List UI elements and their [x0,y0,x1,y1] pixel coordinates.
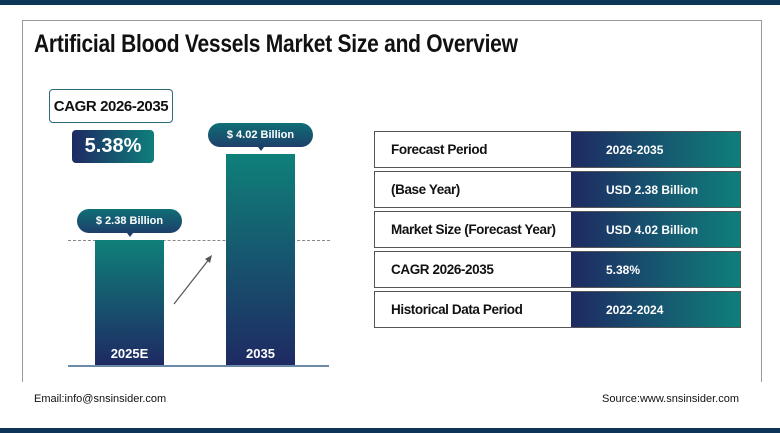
chart-baseline [68,365,329,367]
table-row: CAGR 2026-2035 5.38% [374,251,741,288]
cagr-value: 5.38% [72,130,154,163]
growth-arrow-icon [173,255,212,305]
x-tick-label: 2025E [110,346,149,361]
row-value: USD 2.38 Billion [571,172,740,207]
bar-2025E: 2025E [95,240,164,365]
data-label: $ 2.38 Billion [77,209,182,237]
x-tick-label: 2035 [246,345,275,361]
row-label: CAGR 2026-2035 [375,252,571,287]
data-label: $ 4.02 Billion [208,122,313,151]
cagr-label: CAGR 2026-2035 [49,89,173,123]
table-row: Forecast Period 2026-2035 [374,131,741,168]
footer-source: Source:www.snsinsider.com [602,393,739,405]
top-band [0,0,780,5]
row-value: USD 4.02 Billion [571,212,740,247]
row-value: 5.38% [571,252,740,287]
table-row: (Base Year) USD 2.38 Billion [374,171,741,208]
footer-email: Email:info@snsinsider.com [34,393,167,405]
row-label: (Base Year) [375,172,571,207]
bottom-band [0,428,780,433]
row-value: 2022-2024 [571,292,740,327]
reference-dashed-line [68,240,330,241]
row-label: Forecast Period [375,132,571,167]
page-title: Artificial Blood Vessels Market Size and… [34,30,518,58]
content-frame [22,20,762,382]
row-label: Market Size (Forecast Year) [375,212,571,247]
table-row: Market Size (Forecast Year) USD 4.02 Bill… [374,211,741,248]
row-label: Historical Data Period [375,292,571,327]
table-row: Historical Data Period 2022-2024 [374,291,741,328]
bar-2035: 2035 [226,153,295,365]
row-value: 2026-2035 [571,132,740,167]
